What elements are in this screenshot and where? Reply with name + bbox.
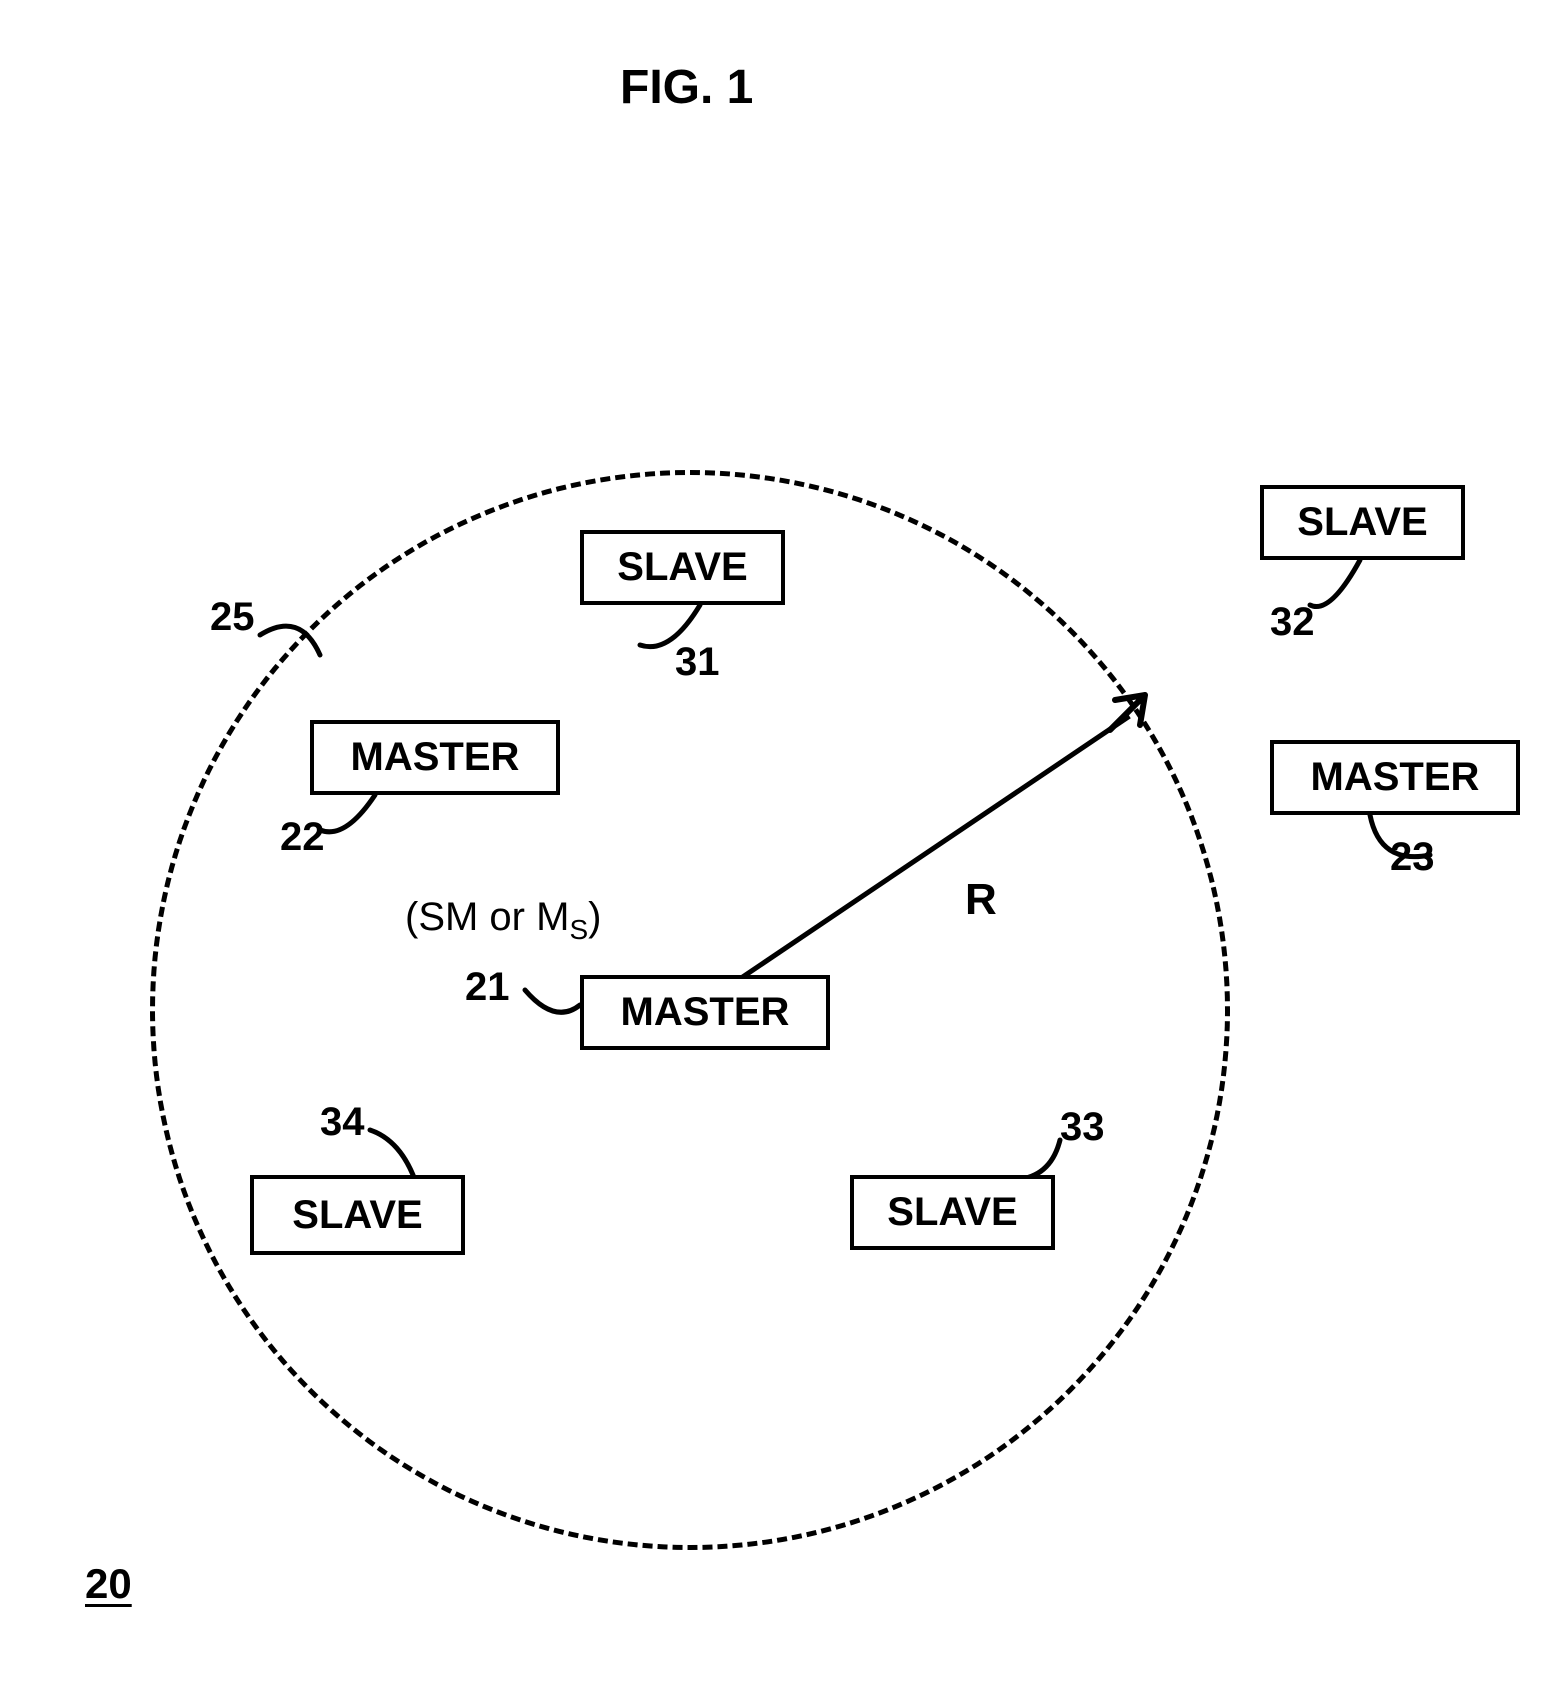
radius-label: R <box>965 875 997 925</box>
hook-21 <box>525 985 585 1025</box>
circle-ref-label: 25 <box>210 595 255 640</box>
node-slave-33: SLAVE <box>850 1175 1055 1250</box>
ref-22: 22 <box>280 815 325 860</box>
annot-21-sub: S <box>569 914 588 945</box>
hook-22 <box>320 795 380 840</box>
figure-title: FIG. 1 <box>620 60 753 115</box>
annot-21-tail: ) <box>588 895 601 939</box>
annot-21: (SM or MS) <box>405 895 601 946</box>
node-master-21: MASTER <box>580 975 830 1050</box>
annot-21-text: (SM or M <box>405 895 569 939</box>
ref-23: 23 <box>1390 835 1435 880</box>
diagram-canvas: FIG. 1 25 R SLAVE 31 SLAVE 32 MASTER 22 … <box>0 0 1561 1689</box>
hook-32 <box>1310 560 1370 615</box>
hook-25 <box>260 600 330 660</box>
ref-21: 21 <box>465 965 510 1010</box>
ref-34: 34 <box>320 1100 365 1145</box>
node-slave-32: SLAVE <box>1260 485 1465 560</box>
node-master-22: MASTER <box>310 720 560 795</box>
node-slave-31: SLAVE <box>580 530 785 605</box>
hook-34 <box>370 1130 425 1180</box>
node-slave-34: SLAVE <box>250 1175 465 1255</box>
node-master-23: MASTER <box>1270 740 1520 815</box>
radius-arrowhead <box>1105 685 1155 735</box>
ref-32: 32 <box>1270 600 1315 645</box>
figure-ref-number: 20 <box>85 1560 132 1608</box>
ref-31: 31 <box>675 640 720 685</box>
